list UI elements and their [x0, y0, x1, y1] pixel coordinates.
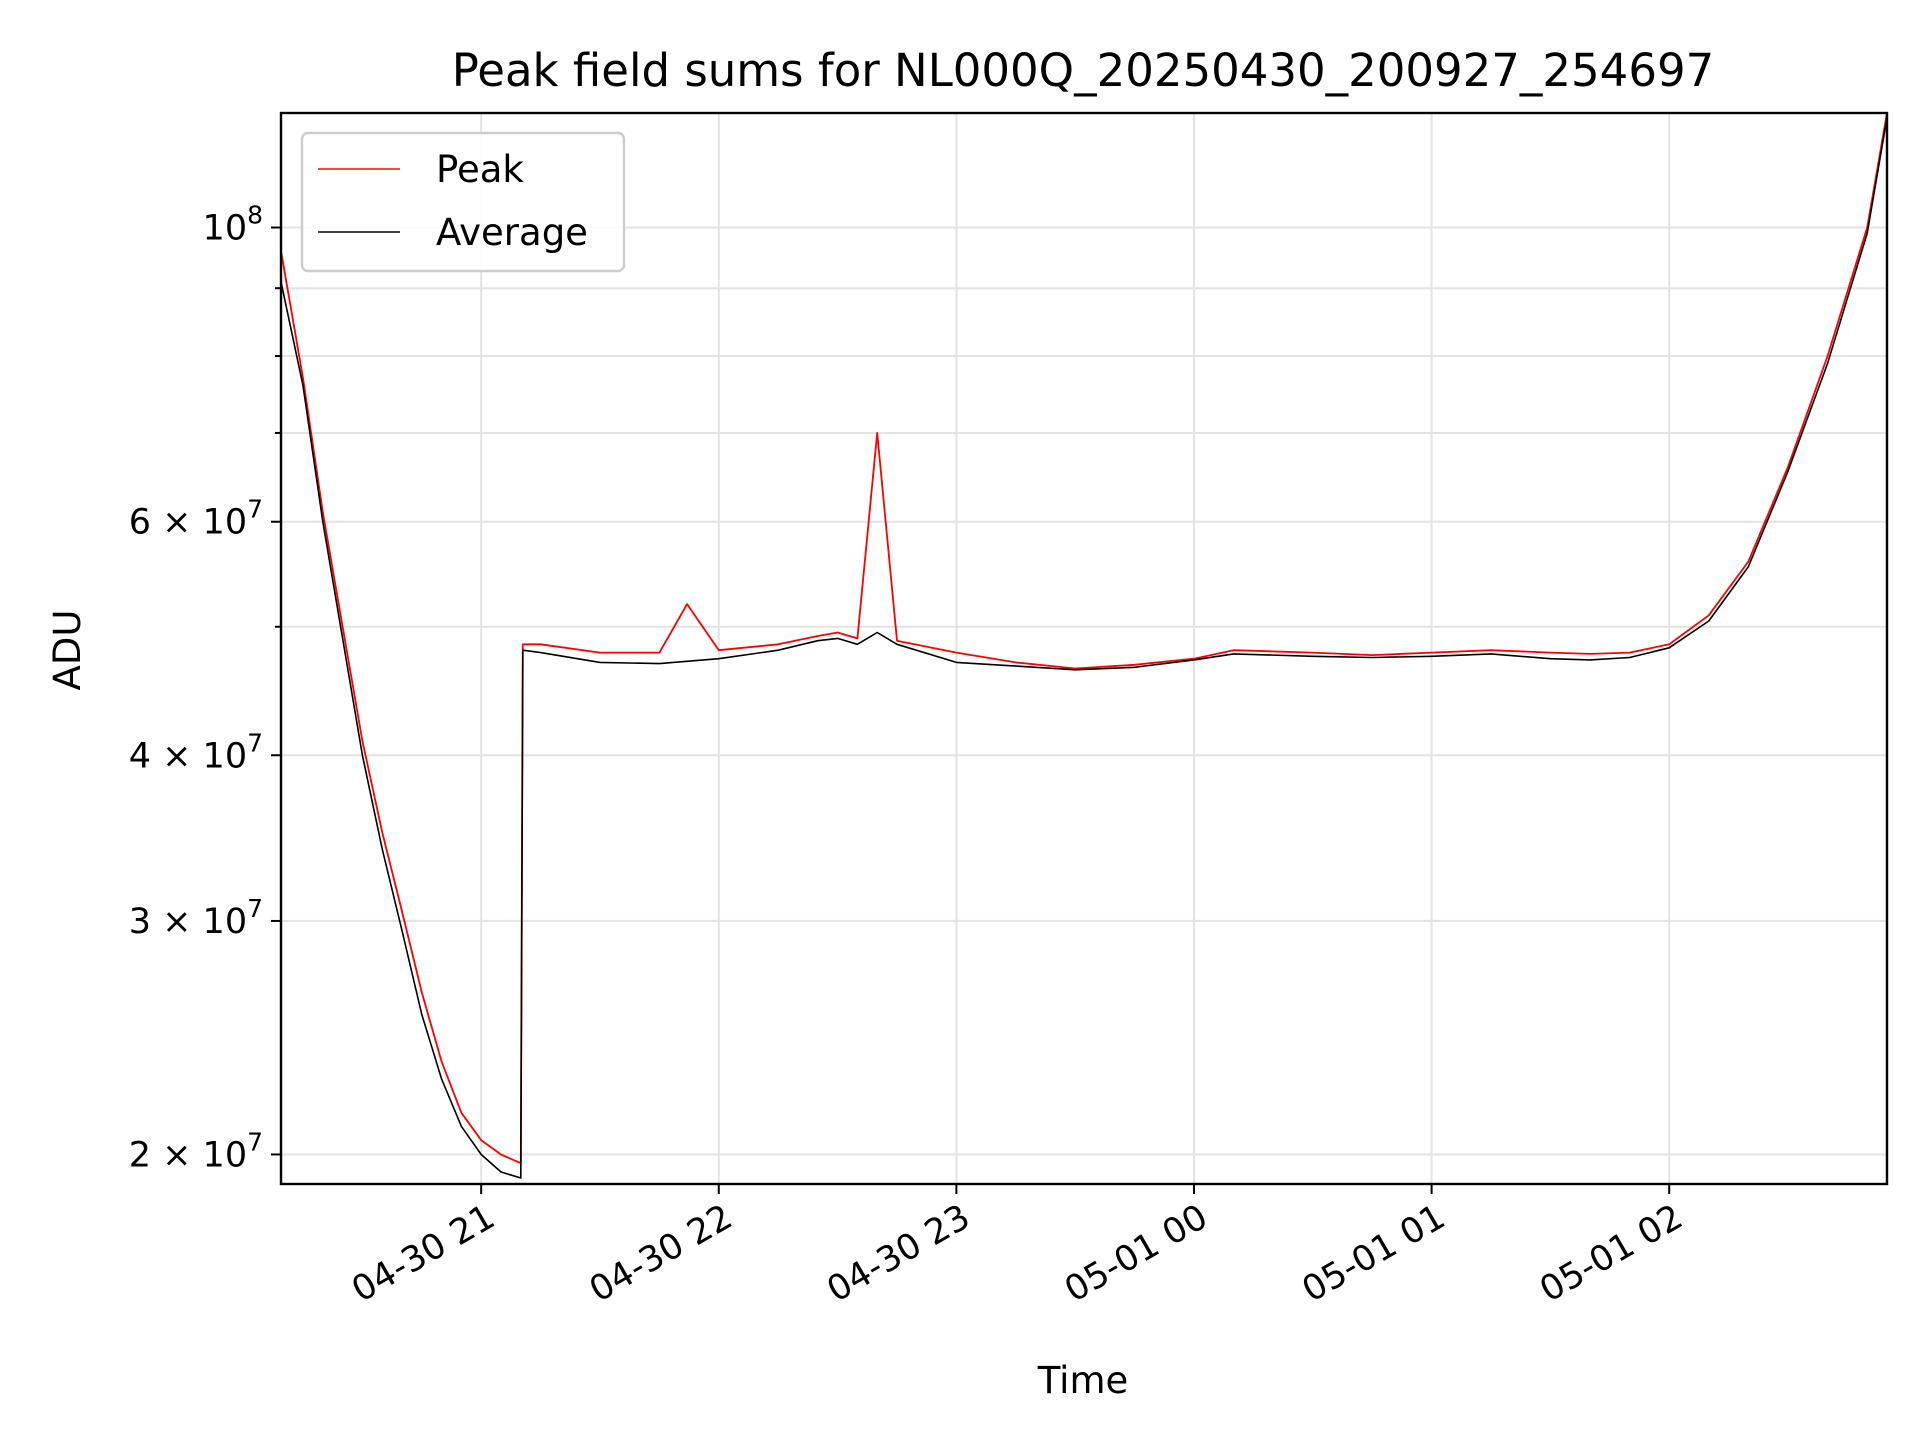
y-tick-times-sign: ×	[151, 736, 203, 776]
series-line-peak	[280, 112, 1888, 1165]
chart-title: Peak field sums for NL000Q_20250430_2009…	[452, 44, 1714, 97]
grid-layer	[281, 113, 1887, 1184]
y-tick-times-sign: ×	[151, 1135, 203, 1175]
series-line-average	[280, 117, 1888, 1179]
y-tick-times-sign: ×	[151, 503, 203, 543]
y-tick-mantissa: 6	[129, 503, 151, 543]
legend: Peak Average	[300, 131, 626, 273]
y-axis-label: ADU	[46, 610, 89, 691]
y-tick-mantissa: 3	[129, 902, 151, 942]
y-tick-label: 2 × 107	[129, 1127, 263, 1175]
plot-frame	[279, 111, 1889, 1186]
y-tick-exponent: 7	[247, 1127, 263, 1156]
series-layer	[280, 112, 1888, 1179]
x-axis-label: Time	[1037, 1359, 1129, 1402]
y-tick-label: 6 × 107	[129, 495, 263, 543]
y-tick-mantissa: 4	[129, 736, 151, 776]
legend-box	[300, 131, 626, 273]
y-tick-exponent: 7	[247, 495, 263, 524]
y-tick-exponent: 8	[247, 201, 263, 230]
y-tick-exponent: 7	[247, 894, 263, 923]
legend-label-average: Average	[436, 211, 588, 254]
y-tick-base: 10	[203, 902, 248, 942]
y-tick-base: 10	[203, 736, 248, 776]
legend-label-peak: Peak	[436, 148, 524, 191]
y-tick-mantissa: 2	[129, 1135, 151, 1175]
y-tick-base: 10	[203, 209, 248, 249]
y-tick-times-sign: ×	[151, 902, 203, 942]
y-tick-base: 10	[203, 503, 248, 543]
y-tick-exponent: 7	[247, 728, 263, 757]
y-tick-label: 3 × 107	[129, 894, 263, 942]
y-tick-base: 10	[203, 1135, 248, 1175]
y-tick-label: 108	[203, 201, 263, 249]
y-tick-label: 4 × 107	[129, 728, 263, 776]
